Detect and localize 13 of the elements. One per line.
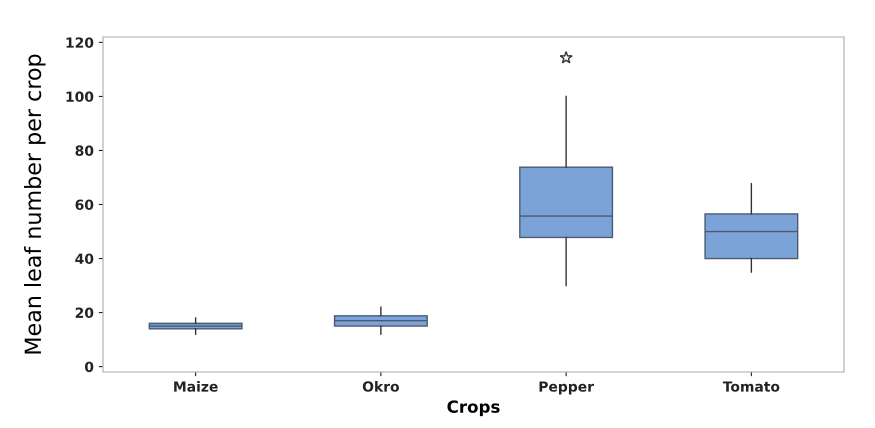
y-tick-label: 0 <box>84 362 94 372</box>
x-tick-label: Tomato <box>722 381 780 392</box>
y-tick-label: 100 <box>66 91 94 102</box>
x-axis-title: Crops <box>447 400 500 416</box>
x-tick-label: Maize <box>174 381 218 392</box>
y-tick-label: 80 <box>75 145 94 156</box>
x-tick-label: Okro <box>362 381 399 392</box>
y-tick-label: 40 <box>75 254 94 264</box>
y-axis-title: Mean leaf number per crop <box>24 54 46 354</box>
x-tick-label: Pepper <box>540 381 594 394</box>
y-tick-label: 120 <box>66 37 94 48</box>
y-tick-label: 20 <box>76 308 94 318</box>
y-tick-label: 60 <box>76 199 94 210</box>
